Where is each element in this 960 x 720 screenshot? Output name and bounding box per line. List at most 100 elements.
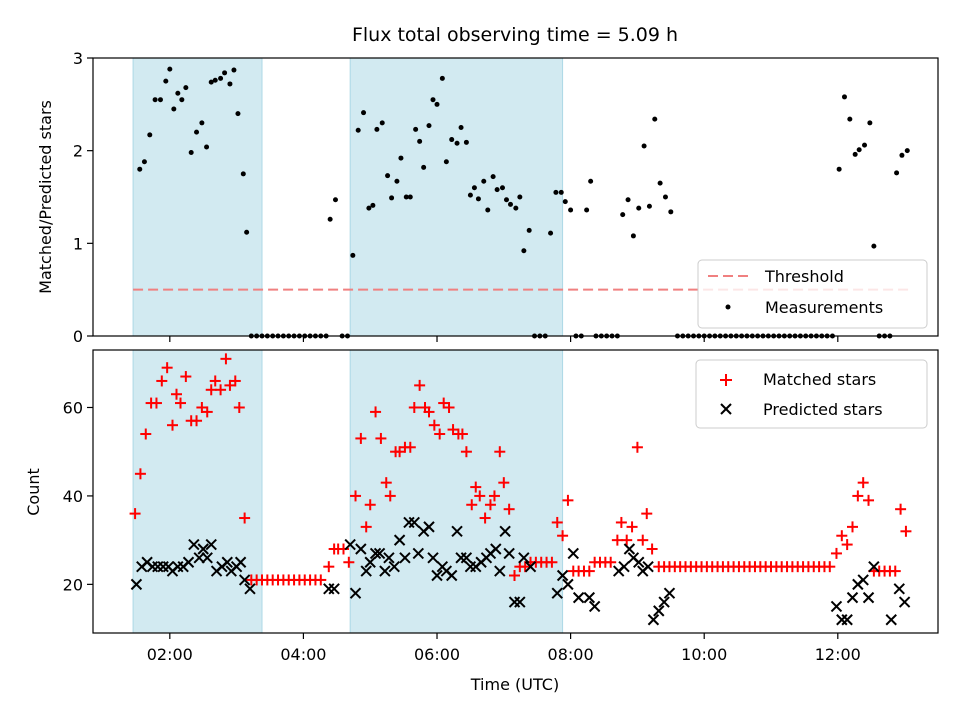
measurement-point — [562, 199, 568, 205]
ratio-ytick-label: 2 — [73, 142, 83, 161]
predicted-star-point — [562, 578, 574, 591]
measurement-point — [867, 120, 873, 126]
measurement-point — [481, 178, 487, 184]
y-axis-ticks-count: 20 40 60 — [63, 398, 93, 594]
legend-count: Matched stars Predicted stars — [695, 359, 928, 429]
measurement-point — [558, 189, 564, 195]
measurement-point — [852, 151, 858, 157]
predicted-star-point — [451, 525, 463, 538]
x-axis-label: Time (UTC) — [470, 675, 559, 694]
matched-star-point — [220, 353, 232, 365]
matched-star-point — [641, 508, 653, 520]
matched-star-point — [466, 499, 478, 511]
matched-star-point — [841, 539, 853, 551]
measurement-point — [413, 126, 419, 132]
matched-star-point — [551, 516, 563, 528]
measurement-point — [430, 97, 436, 103]
predicted-star-point — [423, 521, 435, 533]
matched-star-point — [824, 561, 836, 573]
measurement-point — [188, 150, 194, 156]
measurement-point — [503, 197, 509, 203]
predicted-star-point — [503, 547, 515, 560]
measurement-point — [871, 243, 877, 249]
measurement-point — [630, 233, 636, 239]
measurement-point — [856, 147, 862, 153]
matched-star-point — [637, 534, 649, 546]
matched-star-point — [546, 556, 558, 568]
predicted-star-point — [551, 587, 563, 599]
measurement-point — [568, 207, 574, 213]
measurement-point — [361, 110, 367, 116]
measurement-point — [394, 178, 400, 184]
predicted-star-point — [494, 565, 506, 577]
measurement-point — [350, 252, 356, 258]
measurement-point — [141, 159, 147, 165]
matched-star-point — [508, 570, 520, 582]
predicted-star-point — [349, 587, 362, 599]
measurement-point — [526, 227, 532, 233]
predicted-star-point — [862, 591, 875, 604]
measurement-point — [499, 185, 505, 191]
legend-measurements-swatch — [725, 304, 731, 310]
matched-star-point — [239, 512, 251, 524]
measurement-point — [194, 129, 200, 135]
xtick-label: 10:00 — [681, 645, 727, 664]
matched-star-point — [863, 494, 875, 506]
measurement-point — [157, 97, 163, 103]
ratio-ytick-label: 3 — [73, 49, 83, 68]
measurement-point — [208, 79, 214, 85]
matched-star-point — [150, 397, 162, 409]
measurement-point — [636, 205, 642, 211]
predicted-star-point — [205, 538, 217, 551]
xtick-label: 08:00 — [548, 645, 594, 664]
matched-star-point — [503, 503, 515, 515]
measurement-point — [904, 148, 910, 154]
measurement-point — [449, 137, 455, 143]
predicted-star-point — [446, 569, 458, 582]
predicted-star-point — [647, 614, 660, 626]
measurement-point — [374, 126, 380, 132]
measurement-point — [620, 212, 626, 218]
panel-count-frame — [92, 349, 939, 634]
measurement-point — [231, 67, 237, 73]
legend-matched-label: Matched stars — [763, 370, 876, 389]
measurement-point — [836, 166, 842, 172]
matched-star-point — [611, 534, 623, 546]
predicted-star-point — [893, 583, 905, 595]
matched-star-point — [895, 503, 907, 515]
measurement-point — [641, 143, 647, 149]
matched-star-point — [423, 406, 435, 418]
measurement-point — [163, 78, 169, 84]
predicted-star-point — [412, 547, 425, 560]
matched-star-point — [889, 565, 901, 577]
measurement-point — [175, 90, 181, 96]
measurement-point — [179, 97, 185, 103]
predicted-star-point — [388, 560, 400, 573]
matched-star-point — [557, 530, 569, 542]
predicted-star-point — [408, 516, 421, 529]
matched-star-point — [156, 375, 168, 387]
predicted-star-point — [182, 556, 195, 568]
measurement-point — [389, 195, 395, 201]
count-ytick-label: 40 — [63, 487, 83, 506]
predicted-star-point — [373, 547, 386, 560]
predicted-star-points — [130, 516, 911, 626]
matched-star-points — [129, 353, 912, 586]
predicted-star-point — [427, 552, 439, 564]
matched-star-point — [562, 494, 574, 506]
predicted-star-point — [188, 538, 200, 551]
predicted-star-point — [658, 596, 670, 608]
matched-star-point — [315, 574, 327, 586]
measurement-point — [588, 178, 594, 184]
matched-star-point — [836, 530, 848, 542]
matched-star-point — [479, 512, 491, 524]
measurement-point — [458, 125, 464, 130]
predicted-star-point — [633, 556, 645, 568]
predicted-star-point — [234, 556, 247, 568]
matched-star-point — [134, 468, 146, 480]
matched-star-point — [488, 490, 500, 502]
y-axis-ticks-ratio: 0 1 2 3 — [73, 49, 93, 346]
measurement-point — [548, 230, 554, 236]
matched-star-point — [129, 508, 141, 520]
legend-predicted-swatch — [720, 403, 732, 415]
